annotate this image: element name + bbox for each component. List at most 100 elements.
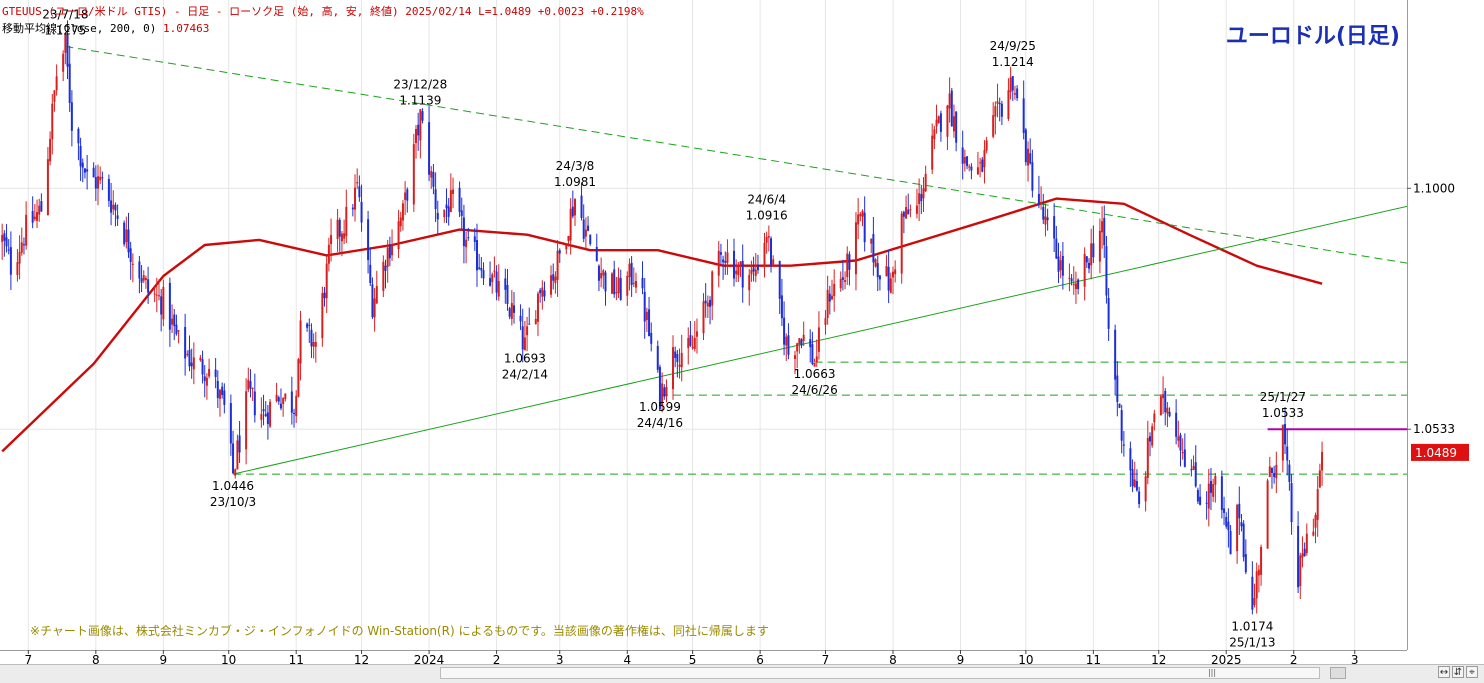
candle-body-bearish bbox=[216, 380, 219, 399]
candle-body-bullish bbox=[632, 282, 635, 284]
candle-body-bullish bbox=[600, 272, 603, 279]
candle-body-bearish bbox=[308, 324, 311, 326]
candle-body-bullish bbox=[611, 273, 614, 294]
candle-body-bearish bbox=[482, 270, 485, 279]
horizontal-scrollbar[interactable] bbox=[440, 667, 1320, 679]
candles-layer bbox=[1, 20, 1324, 615]
candle-body-bullish bbox=[1083, 253, 1086, 287]
candle-body-bearish bbox=[478, 267, 481, 269]
zoom-in-icon[interactable]: ⇵ bbox=[1452, 666, 1464, 678]
candle-body-bearish bbox=[587, 225, 590, 231]
candle-body-bearish bbox=[40, 201, 43, 212]
candle-body-bullish bbox=[1007, 90, 1010, 119]
candle-body-bearish bbox=[613, 269, 616, 295]
candle-body-bearish bbox=[1031, 162, 1034, 191]
candle-body-bullish bbox=[157, 295, 160, 297]
chart-header-ma-info: 移動平均線(Close, 200, 0) 1.07463 bbox=[2, 20, 209, 36]
candle-body-bearish bbox=[1194, 462, 1197, 487]
trendline bbox=[65, 45, 1408, 264]
candle-body-bearish bbox=[1290, 483, 1293, 523]
candle-body-bearish bbox=[1103, 218, 1106, 246]
candle-body-bearish bbox=[552, 274, 555, 281]
candle-body-bearish bbox=[1114, 329, 1117, 380]
candle-body-bearish bbox=[436, 212, 439, 220]
candle-body-bullish bbox=[680, 352, 683, 368]
candle-body-bearish bbox=[358, 186, 361, 198]
candle-body-bearish bbox=[473, 236, 476, 242]
candle-body-bearish bbox=[1055, 238, 1058, 259]
zoom-out-icon[interactable]: ↔ bbox=[1438, 666, 1450, 678]
candle-body-bullish bbox=[1312, 531, 1315, 536]
candle-body-bullish bbox=[937, 116, 940, 123]
candle-body-bearish bbox=[752, 267, 755, 272]
time-axis-label: 8 bbox=[92, 653, 100, 667]
candle-body-bearish bbox=[878, 275, 881, 280]
candle-body-bullish bbox=[833, 283, 836, 297]
candle-body-bullish bbox=[813, 362, 816, 367]
candle-body-bullish bbox=[208, 368, 211, 377]
candle-body-bearish bbox=[175, 324, 178, 335]
candle-body-bullish bbox=[793, 355, 796, 360]
candle-body-bullish bbox=[924, 173, 927, 192]
price-annotation: 1.0693 24/2/14 bbox=[502, 352, 548, 382]
annotation-text: 1.1214 bbox=[992, 55, 1034, 69]
candle-body-bullish bbox=[661, 383, 664, 406]
candle-body-bearish bbox=[907, 209, 910, 215]
price-annotation: 25/1/27 1.0533 bbox=[1260, 390, 1306, 420]
candle-body-bearish bbox=[371, 284, 374, 318]
candle-body-bearish bbox=[508, 308, 511, 317]
candle-body-bullish bbox=[748, 274, 751, 291]
candle-body-bearish bbox=[1209, 480, 1212, 493]
candle-body-bearish bbox=[756, 265, 759, 271]
candle-body-bullish bbox=[717, 250, 720, 276]
chart-settings-icon[interactable]: ⌖ bbox=[1466, 666, 1478, 678]
candle-body-bullish bbox=[510, 303, 513, 319]
candle-body-bullish bbox=[412, 144, 415, 205]
candle-body-bullish bbox=[53, 90, 56, 102]
scroll-right-button[interactable] bbox=[1330, 667, 1346, 679]
candle-body-bearish bbox=[1053, 216, 1056, 239]
candle-body-bearish bbox=[310, 329, 313, 347]
candle-body-bullish bbox=[153, 293, 156, 295]
candle-body-bearish bbox=[1244, 554, 1247, 573]
candle-body-bullish bbox=[687, 338, 690, 349]
candle-body-bearish bbox=[1225, 516, 1228, 527]
axes-layer: 1.1000 1.0533 1.0489 7 8 9 10 11 12 2024 2 3 4 5 6 7 8 9 1… bbox=[0, 0, 1469, 667]
candle-body-bearish bbox=[902, 211, 905, 217]
time-axis-label: 2024 bbox=[414, 653, 445, 667]
candle-body-bearish bbox=[1229, 530, 1232, 555]
candle-body-bearish bbox=[460, 210, 463, 216]
candle-body-bearish bbox=[184, 327, 187, 359]
candle-body-bearish bbox=[495, 271, 498, 293]
candle-body-bearish bbox=[5, 237, 8, 247]
candle-body-bullish bbox=[340, 233, 343, 242]
candle-body-bullish bbox=[297, 359, 300, 397]
candle-body-bullish bbox=[1192, 466, 1195, 470]
candle-body-bullish bbox=[415, 128, 418, 144]
candle-body-bullish bbox=[55, 76, 58, 91]
candle-body-bearish bbox=[221, 386, 224, 396]
time-axis-label: 12 bbox=[1151, 653, 1166, 667]
candle-body-bearish bbox=[506, 285, 509, 305]
candle-body-bullish bbox=[894, 269, 897, 275]
candle-body-bearish bbox=[489, 278, 492, 286]
candle-body-bullish bbox=[693, 337, 696, 349]
time-axis-label: 11 bbox=[1086, 653, 1101, 667]
candle-body-bullish bbox=[51, 103, 54, 140]
candle-body-bearish bbox=[138, 261, 141, 279]
candle-body-bullish bbox=[885, 266, 888, 277]
candle-body-bearish bbox=[641, 277, 644, 289]
candle-body-bearish bbox=[160, 296, 163, 315]
candle-body-bullish bbox=[584, 229, 587, 237]
scrollbar-thumb-grip-icon[interactable]: ||| bbox=[1207, 668, 1217, 677]
candle-body-bullish bbox=[763, 242, 766, 268]
candle-body-bearish bbox=[1046, 217, 1049, 221]
candle-body-bullish bbox=[25, 214, 28, 246]
candle-body-bearish bbox=[519, 315, 522, 322]
candle-body-bullish bbox=[20, 242, 23, 253]
candle-body-bearish bbox=[79, 145, 82, 167]
candle-body-bearish bbox=[277, 397, 280, 402]
candle-body-bearish bbox=[1057, 256, 1060, 272]
candle-body-bearish bbox=[689, 335, 692, 346]
candle-body-bullish bbox=[46, 159, 49, 216]
